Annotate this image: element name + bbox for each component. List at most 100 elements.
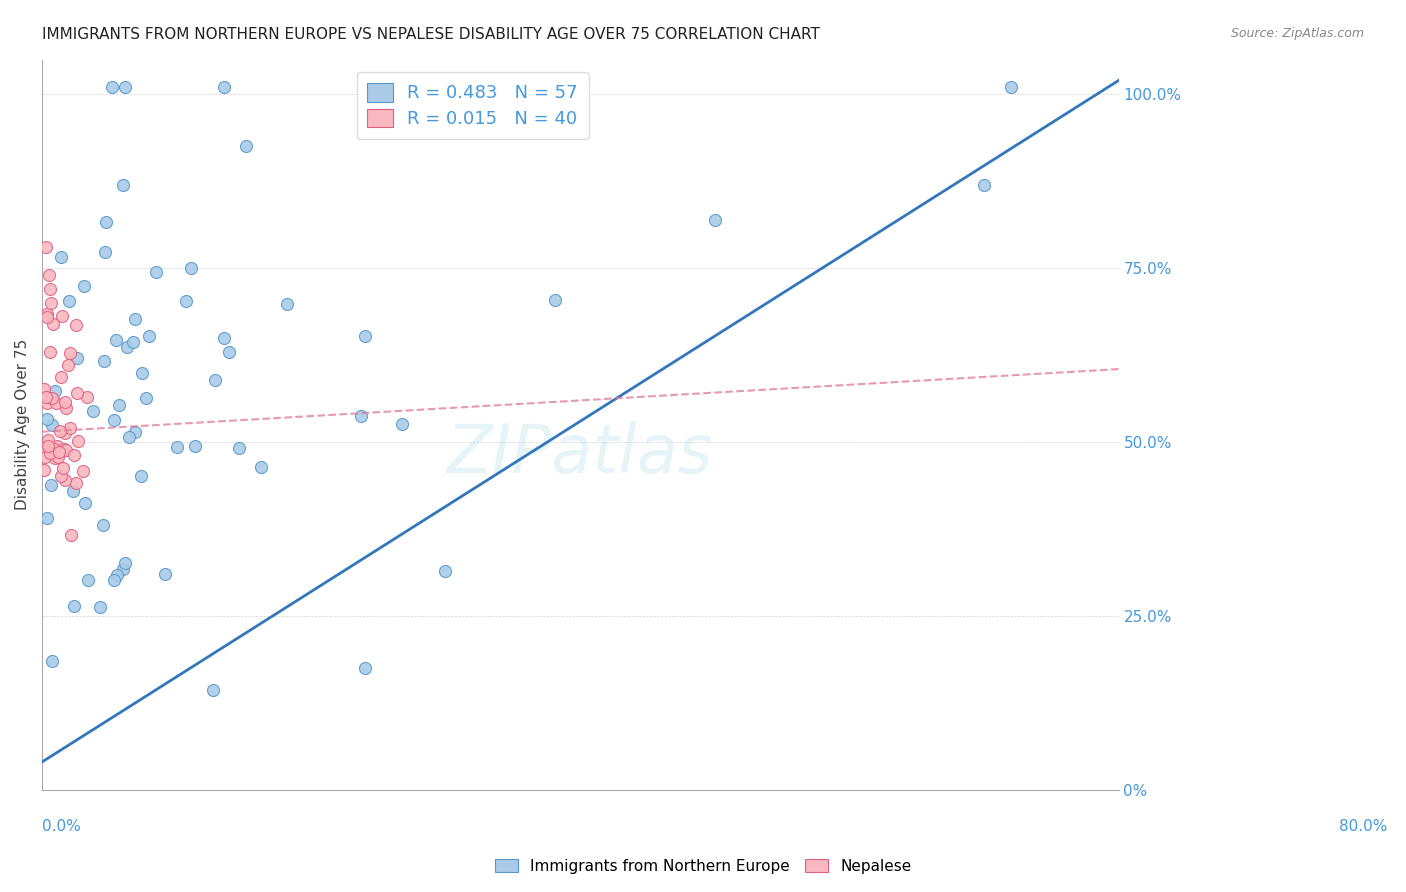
Point [93, 354, 115, 368]
Point [121, 334, 143, 349]
Point [37, 511, 59, 525]
Point [93, 245, 115, 260]
Point [350, 409, 373, 424]
Point [44, 450, 66, 465]
Point [228, 442, 250, 456]
Point [108, 398, 131, 412]
Point [58, 294, 80, 309]
Point [174, 293, 197, 308]
Point [59, 528, 82, 542]
Point [59, 346, 82, 360]
Point [53, 395, 76, 409]
Point [34, 463, 56, 477]
Point [48, 425, 70, 439]
Point [138, 329, 160, 343]
Point [973, 178, 995, 192]
Point [111, 562, 134, 576]
Point [184, 439, 207, 453]
Text: ZIPatlas: ZIPatlas [447, 421, 713, 487]
Point [131, 468, 153, 483]
Y-axis label: Disability Age Over 75: Disability Age Over 75 [15, 339, 30, 510]
Point [354, 329, 377, 343]
Point [155, 566, 177, 581]
Point [37, 439, 59, 453]
Point [53, 473, 76, 487]
Point [353, 661, 375, 675]
Point [56, 358, 79, 372]
Point [37, 396, 59, 410]
Point [96, 215, 118, 229]
Point [703, 212, 725, 227]
Point [75, 496, 97, 510]
Point [41, 654, 63, 668]
Point [73, 279, 96, 293]
Point [41, 391, 63, 405]
Point [65, 318, 87, 333]
Point [46, 450, 69, 464]
Legend: R = 0.483   N = 57, R = 0.015   N = 40: R = 0.483 N = 57, R = 0.015 N = 40 [357, 72, 589, 139]
Point [180, 260, 202, 275]
Point [250, 459, 273, 474]
Point [37, 433, 59, 447]
Point [118, 430, 141, 444]
Point [131, 366, 153, 380]
Point [82, 404, 104, 418]
Point [63, 448, 86, 462]
Text: 80.0%: 80.0% [1340, 819, 1388, 834]
Point [37, 439, 59, 453]
Point [44, 384, 66, 398]
Point [53, 425, 76, 440]
Point [39, 296, 62, 310]
Point [52, 461, 75, 475]
Point [45, 396, 67, 410]
Point [41, 418, 63, 433]
Point [103, 574, 125, 588]
Point [544, 293, 567, 308]
Point [212, 331, 235, 345]
Point [65, 475, 87, 490]
Point [105, 567, 128, 582]
Point [145, 265, 167, 279]
Point [76, 573, 98, 587]
Point [103, 413, 125, 427]
Point [49, 468, 72, 483]
Point [53, 442, 76, 456]
Point [51, 309, 73, 323]
Point [38, 344, 60, 359]
Point [37, 310, 59, 324]
Point [48, 445, 70, 459]
Point [434, 564, 457, 578]
Text: Source: ZipAtlas.com: Source: ZipAtlas.com [1230, 27, 1364, 40]
Point [115, 340, 138, 354]
Point [34, 440, 56, 454]
Point [35, 240, 58, 254]
Point [91, 517, 114, 532]
Point [111, 178, 134, 192]
Point [66, 434, 89, 449]
Point [276, 297, 298, 311]
Point [37, 412, 59, 426]
Point [124, 311, 146, 326]
Point [104, 334, 127, 348]
Point [201, 682, 224, 697]
Point [38, 445, 60, 459]
Point [114, 80, 136, 95]
Point [218, 344, 240, 359]
Point [35, 390, 58, 404]
Text: 0.0%: 0.0% [42, 819, 80, 834]
Point [66, 385, 89, 400]
Point [1000, 80, 1022, 95]
Point [235, 139, 257, 153]
Point [37, 307, 59, 321]
Text: IMMIGRANTS FROM NORTHERN EUROPE VS NEPALESE DISABILITY AGE OVER 75 CORRELATION C: IMMIGRANTS FROM NORTHERN EUROPE VS NEPAL… [42, 27, 820, 42]
Point [66, 351, 89, 365]
Point [204, 373, 226, 387]
Point [34, 382, 56, 396]
Point [44, 442, 66, 457]
Point [124, 425, 146, 440]
Point [135, 391, 157, 405]
Point [58, 421, 80, 435]
Point [46, 439, 69, 453]
Point [38, 268, 60, 283]
Point [212, 80, 235, 95]
